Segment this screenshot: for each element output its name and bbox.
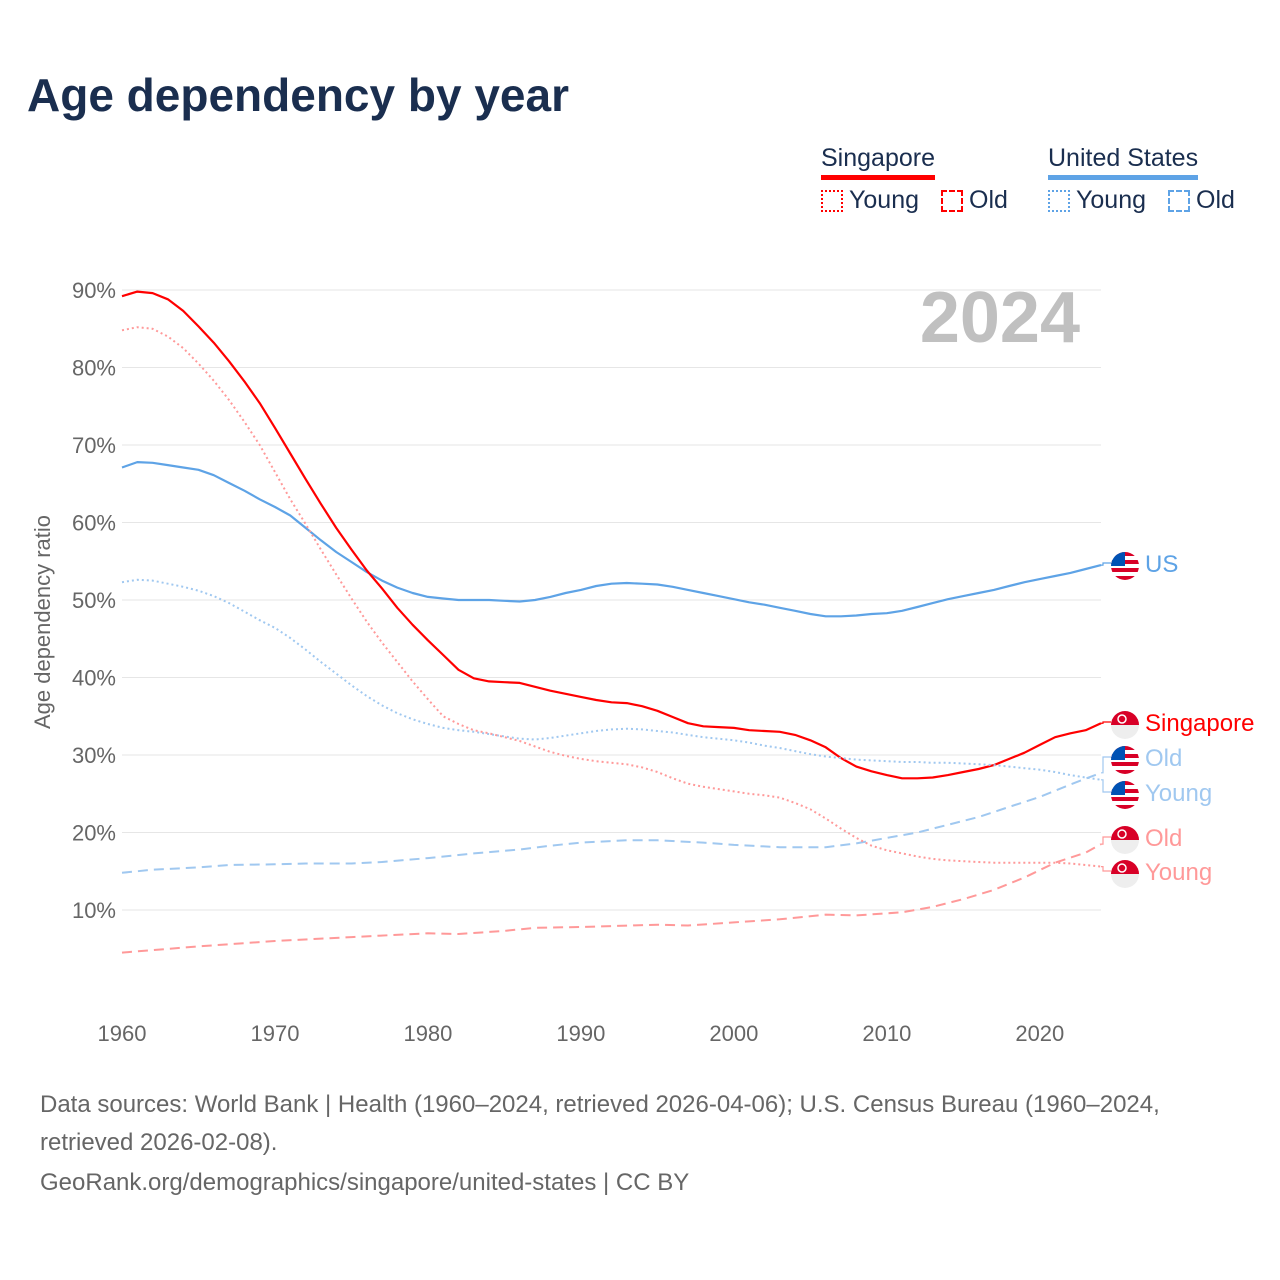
flag-stripe [1111,805,1139,809]
singapore-flag-icon [1111,711,1139,739]
legend-label: Young [849,186,919,214]
label-connector [1101,866,1111,872]
dotted-swatch-icon [821,189,843,212]
y-tick-label: 40% [72,666,116,691]
y-tick-label: 90% [72,278,116,303]
us-flag-icon [1111,746,1139,774]
flag-top [1111,711,1139,725]
flag-bottom [1111,874,1139,888]
flag-top [1111,860,1139,874]
legend-item-us-young[interactable]: Young [1048,186,1146,215]
x-tick-label: 2010 [862,1021,911,1046]
label-connector [1101,562,1111,566]
flag-canton [1111,746,1125,760]
label-connector [1101,836,1111,845]
series-line-united-states-total [121,461,1102,618]
singapore-flag-icon [1111,860,1139,888]
legend-group-singapore[interactable]: Singapore [821,144,935,180]
legend-item-sg-young[interactable]: Young [821,186,919,215]
series-end-label: Young [1145,859,1212,886]
credit-link[interactable]: GeoRank.org/demographics/singapore/unite… [40,1169,690,1196]
legend-item-us-old[interactable]: Old [1168,186,1235,215]
line-chart: 10% 20% 30% 40% 50% 60% 70% 80% 90% 1960 1970 1980 1… [30,278,1254,1046]
flag-clip [1111,711,1139,739]
y-axis-label: Age dependency ratio [30,515,55,729]
legend-label: Young [1076,186,1146,214]
series-line-united-states-young [121,578,1102,781]
singapore-flag-icon [1111,826,1139,854]
label-connector [1101,779,1111,793]
x-tick-label: 1980 [403,1021,452,1046]
us-flag-icon [1111,552,1139,580]
series-end-label: Old [1145,745,1182,772]
dashed-swatch-icon [1168,189,1190,212]
x-tick-label: 2020 [1015,1021,1064,1046]
y-tick-label: 30% [72,743,116,768]
y-tick-label: 70% [72,433,116,458]
label-connector [1101,756,1111,774]
chart-title: Age dependency by year [27,69,569,121]
flag-stripe [1111,766,1139,770]
series-end-label: Singapore [1145,710,1254,737]
flag-crescent [1117,714,1127,724]
series-line-singapore-old [121,843,1102,954]
y-tick-label: 10% [72,898,116,923]
flag-clip [1111,781,1139,809]
x-tick-label: 1970 [250,1021,299,1046]
y-tick-label: 50% [72,588,116,613]
y-tick-label: 80% [72,356,116,381]
y-tick-label: 20% [72,821,116,846]
dotted-swatch-icon [1048,189,1070,212]
series-end-label: Old [1145,825,1182,852]
series-end-label: US [1145,551,1178,578]
flag-stripe [1111,572,1139,576]
flag-bottom [1111,725,1139,739]
flag-stripe [1111,568,1139,572]
x-tick-label: 1960 [98,1021,147,1046]
legend-label: Old [1196,186,1235,214]
flag-stripe [1111,770,1139,774]
x-tick-label: 2000 [709,1021,758,1046]
legend-item-sg-old[interactable]: Old [941,186,1008,215]
year-watermark: 2024 [920,278,1080,358]
flag-canton [1111,781,1125,795]
flag-clip [1111,746,1139,774]
flag-stripe [1111,801,1139,805]
flag-clip [1111,860,1139,888]
legend-group-united-states[interactable]: United States [1048,144,1199,180]
flag-top [1111,826,1139,840]
flag-stripe [1111,797,1139,801]
series-line-singapore-total [121,290,1102,780]
data-sources: Data sources: World Bank | Health (1960–… [40,1091,1160,1156]
flag-stripe [1111,576,1139,580]
flag-clip [1111,552,1139,580]
dashed-swatch-icon [941,189,963,212]
flag-stripe [1111,762,1139,766]
flag-bottom [1111,840,1139,854]
flag-canton [1111,552,1125,566]
x-tick-label: 1990 [556,1021,605,1046]
y-tick-label: 60% [72,511,116,536]
flag-crescent [1117,829,1127,839]
flag-crescent [1117,863,1127,873]
series-end-label: Young [1145,780,1212,807]
us-flag-icon [1111,781,1139,809]
legend-label: Old [969,186,1008,214]
series-line-united-states-old [121,771,1102,874]
flag-clip [1111,826,1139,854]
label-connector [1101,721,1111,724]
